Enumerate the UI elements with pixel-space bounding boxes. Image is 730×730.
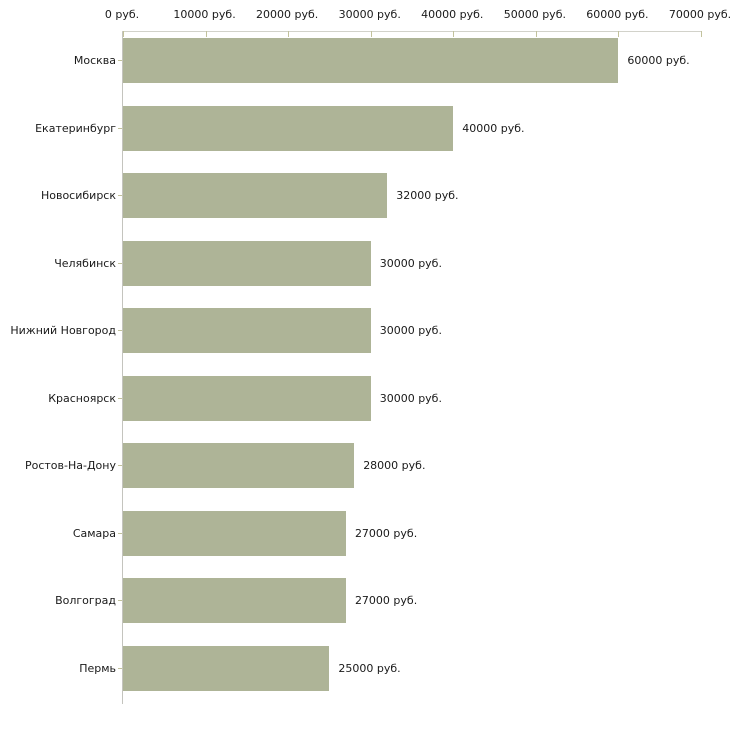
bar-row: Пермь 25000 руб. — [79, 645, 701, 691]
category-label: Пермь — [79, 661, 116, 675]
x-axis-tick-mark — [618, 31, 620, 37]
y-axis-tick-mark — [118, 195, 122, 196]
bar-row: Нижний Новгород 30000 руб. — [10, 308, 701, 353]
plot-area: Москва 60000 руб. Екатеринбург 40000 руб. Но… — [10, 31, 702, 704]
category-label: Красноярск — [48, 391, 116, 405]
y-axis-tick-mark — [118, 127, 122, 129]
y-axis-tick-mark — [118, 600, 122, 601]
bar — [123, 645, 330, 691]
value-label: 30000 руб. — [379, 391, 442, 405]
category-label: Ростов-На-Дону — [24, 459, 116, 472]
x-axis-tick-label: 70000 руб. — [668, 8, 730, 21]
bar — [123, 308, 371, 353]
bar-row: Волгоград 27000 руб. — [55, 578, 701, 623]
bar-row: Новосибирск 32000 руб. — [41, 173, 701, 218]
x-axis-tick-label: 10000 руб. — [173, 8, 236, 21]
bar — [123, 443, 355, 488]
y-axis-tick-mark — [118, 532, 122, 534]
bar — [123, 173, 388, 218]
y-axis-tick-mark — [118, 667, 122, 669]
x-axis-tick-mark — [205, 31, 207, 37]
bar-row: Москва 60000 руб. — [74, 38, 701, 83]
bar-row: Челябинск 30000 руб. — [54, 240, 701, 286]
x-axis-tick-label: 0 руб. — [104, 8, 140, 21]
x-axis-tick-label: 60000 руб. — [586, 8, 649, 21]
bar-row: Красноярск 30000 руб. — [48, 375, 701, 421]
y-axis-tick-mark — [118, 262, 122, 264]
bar-row: Ростов-На-Дону 28000 руб. — [25, 443, 701, 488]
bar — [123, 105, 454, 151]
bar — [123, 38, 619, 83]
x-axis-tick-mark — [370, 31, 372, 37]
category-label: Волгоград — [55, 594, 116, 607]
category-label: Новосибирск — [40, 189, 116, 202]
value-label: 60000 руб. — [627, 54, 690, 67]
bar — [123, 240, 371, 286]
bar — [123, 375, 371, 421]
category-label: Москва — [73, 54, 116, 67]
x-axis-tick-mark — [288, 31, 290, 37]
bar-row: Екатеринбург 40000 руб. — [35, 105, 701, 151]
bar — [123, 510, 346, 556]
x-axis-tick-label: 20000 руб. — [256, 8, 319, 21]
x-axis-tick-mark — [453, 31, 455, 37]
y-axis-tick-mark — [118, 60, 122, 61]
y-axis-tick-mark — [118, 397, 122, 399]
category-label: Челябинск — [54, 256, 116, 270]
category-label: Самара — [72, 526, 116, 540]
value-label: 27000 руб. — [354, 526, 418, 540]
value-label: 28000 руб. — [363, 459, 426, 472]
value-label: 32000 руб. — [396, 189, 459, 202]
value-label: 25000 руб. — [338, 661, 401, 675]
bar — [123, 578, 346, 623]
value-label: 30000 руб. — [379, 256, 442, 270]
value-label: 27000 руб. — [354, 594, 418, 607]
x-axis-tick-label: 30000 руб. — [338, 8, 401, 21]
x-axis-tick-label: 50000 руб. — [503, 8, 566, 21]
bar-row: Самара 27000 руб. — [73, 510, 701, 556]
category-label: Нижний Новгород — [10, 324, 116, 337]
x-axis-tick-mark — [535, 31, 537, 37]
category-label: Екатеринбург — [35, 121, 116, 135]
x-axis-tick-mark — [123, 31, 124, 37]
y-axis-tick-mark — [118, 330, 122, 331]
x-axis-tick-label: 40000 руб. — [421, 8, 484, 21]
value-label: 40000 руб. — [462, 121, 525, 135]
x-axis-tick-mark — [701, 31, 702, 37]
y-axis-tick-mark — [118, 465, 122, 466]
value-label: 30000 руб. — [379, 324, 442, 337]
